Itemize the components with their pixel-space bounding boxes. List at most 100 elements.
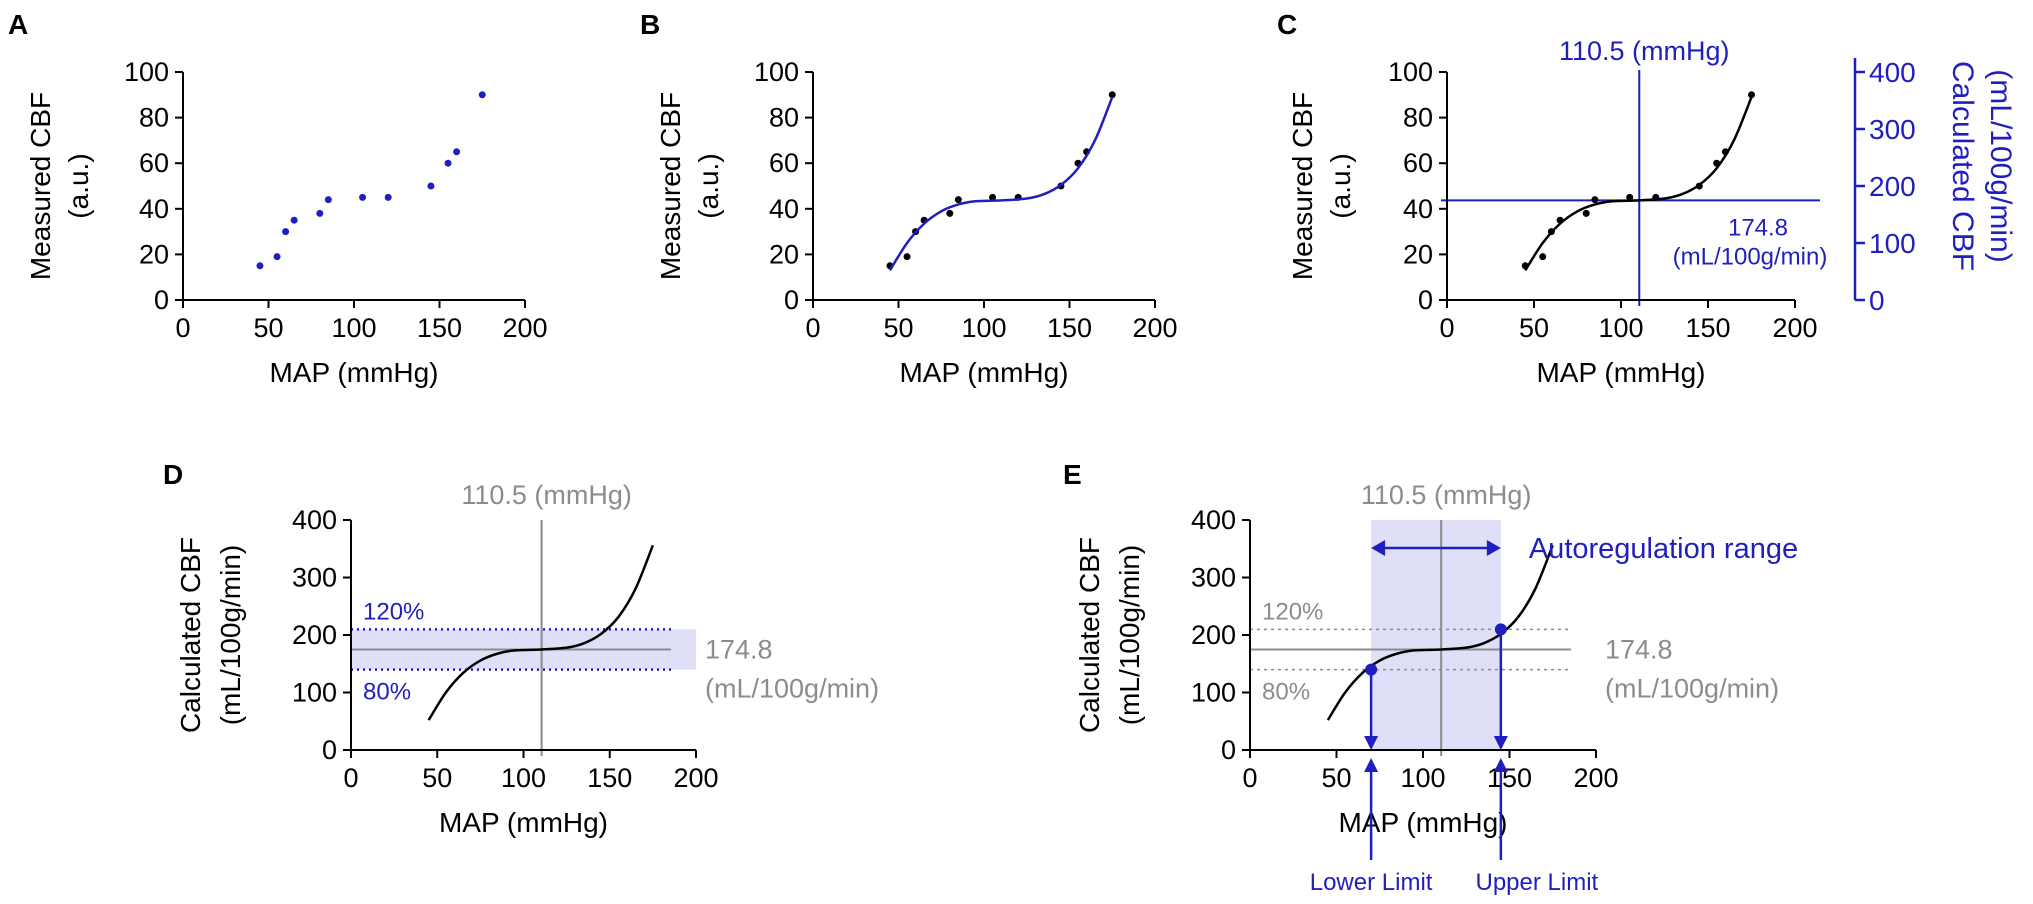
y-axis-title-line1: Measured CBF bbox=[1287, 92, 1318, 280]
hline-label-unit: (mL/100g/min) bbox=[1673, 243, 1828, 270]
x-tick-label: 50 bbox=[1321, 763, 1351, 793]
panel-b-plot: 0 50 100 150 200 0 20 40 60 80 100 MAP (mmHg) Measur… bbox=[655, 57, 1178, 388]
hline-label-value: 174.8 bbox=[1605, 634, 1673, 664]
band-label-80: 80% bbox=[1262, 679, 1310, 706]
x-axis-title: MAP (mmHg) bbox=[439, 807, 608, 838]
x-tick-label: 50 bbox=[883, 313, 913, 343]
band-label-120: 120% bbox=[363, 598, 424, 625]
data-point bbox=[946, 209, 954, 217]
y-axis-title-line2: (mL/100g/min) bbox=[1114, 545, 1145, 726]
data-point bbox=[453, 148, 461, 156]
vline-label: 110.5 (mmHg) bbox=[1361, 480, 1532, 510]
cbf-curve bbox=[427, 544, 655, 721]
x-tick-label: 200 bbox=[1573, 763, 1618, 793]
x-tick-label: 0 bbox=[805, 313, 820, 343]
x-axis-title: MAP (mmHg) bbox=[1338, 807, 1507, 838]
vline-label: 110.5 (mmHg) bbox=[461, 480, 632, 510]
x-tick-label: 0 bbox=[175, 313, 190, 343]
data-point bbox=[1591, 196, 1599, 204]
y-tick-label: 200 bbox=[292, 620, 337, 650]
data-point bbox=[1539, 253, 1547, 261]
panel-c-plot: 174.8(mL/100g/min)110.5 (mmHg)0 50 100 150 2… bbox=[1287, 36, 2017, 388]
y-tick-label: 0 bbox=[1221, 735, 1236, 765]
x-tick-label: 200 bbox=[1772, 313, 1817, 343]
y-tick-label: 60 bbox=[769, 148, 799, 178]
y-axis-title-line2: (a.u.) bbox=[63, 153, 94, 218]
y-tick-label: 20 bbox=[769, 239, 799, 269]
data-point bbox=[324, 196, 332, 204]
y-tick-label: 0 bbox=[322, 735, 337, 765]
data-point bbox=[256, 262, 264, 270]
range-arrow-right-head bbox=[1486, 540, 1501, 556]
panel-e-plot: 120% 80% 174.8 (mL/100g/min) 110.5 (mmHg) 0 50… bbox=[1074, 480, 1798, 896]
panel-a-letter: A bbox=[8, 9, 28, 40]
data-point bbox=[1108, 91, 1116, 99]
panel-a: A 0 50 100 150 200 0 20 40 60 80 100 MAP (mmHg) Meas… bbox=[8, 9, 548, 388]
panel-c-letter: C bbox=[1277, 9, 1297, 40]
y-tick-label: 100 bbox=[1191, 678, 1236, 708]
x-tick-label: 50 bbox=[422, 763, 452, 793]
data-point bbox=[290, 216, 298, 224]
right-y-axis-title-line2: (mL/100g/min) bbox=[1984, 69, 2017, 262]
x-tick-label: 100 bbox=[1598, 313, 1643, 343]
y-axis-title-line1: Calculated CBF bbox=[175, 537, 206, 733]
y-tick-label: 200 bbox=[1191, 620, 1236, 650]
data-point bbox=[989, 193, 997, 201]
data-point bbox=[1626, 193, 1634, 201]
lower-limit-label: Lower Limit bbox=[1310, 869, 1433, 896]
panel-b: B 0 50 100 150 200 0 20 40 60 80 100 MAP (mmHg) Meas… bbox=[640, 9, 1178, 388]
right-y-tick-label: 100 bbox=[1869, 228, 1916, 259]
x-axis-title: MAP (mmHg) bbox=[899, 357, 1068, 388]
panel-b-letter: B bbox=[640, 9, 660, 40]
y-tick-label: 60 bbox=[1403, 148, 1433, 178]
x-tick-label: 150 bbox=[1047, 313, 1092, 343]
data-point bbox=[478, 91, 486, 99]
hline-label-unit: (mL/100g/min) bbox=[705, 673, 879, 703]
data-point bbox=[954, 196, 962, 204]
panel-d: D 120% 80% 174.8 (mL/100g/min) 110.5 (mmHg) 0… bbox=[163, 459, 879, 838]
panel-d-letter: D bbox=[163, 459, 183, 490]
x-tick-label: 0 bbox=[1242, 763, 1257, 793]
limit-point bbox=[1494, 623, 1507, 636]
y-tick-label: 80 bbox=[769, 103, 799, 133]
panel-c: C 174.8(mL/100g/min)110.5 (mmHg)0 50 100 15… bbox=[1277, 9, 2017, 388]
data-point bbox=[1582, 209, 1590, 217]
y-axis-title-line2: (a.u.) bbox=[693, 153, 724, 218]
data-point bbox=[427, 182, 435, 190]
cbf-curve bbox=[1326, 544, 1554, 721]
x-axis-title: MAP (mmHg) bbox=[1536, 357, 1705, 388]
panel-a-plot: 0 50 100 150 200 0 20 40 60 80 100 MAP (mmHg) Measur… bbox=[25, 57, 548, 388]
y-tick-label: 80 bbox=[1403, 103, 1433, 133]
x-axis-title: MAP (mmHg) bbox=[269, 357, 438, 388]
x-tick-label: 0 bbox=[343, 763, 358, 793]
y-tick-label: 0 bbox=[784, 285, 799, 315]
y-axis-title-line2: (a.u.) bbox=[1325, 153, 1356, 218]
panel-e-letter: E bbox=[1063, 459, 1082, 490]
hline-label-value: 174.8 bbox=[705, 634, 773, 664]
y-tick-label: 100 bbox=[1388, 57, 1433, 87]
right-y-axis-title-line1: Calculated CBF bbox=[1946, 61, 1979, 271]
y-tick-label: 40 bbox=[1403, 194, 1433, 224]
data-point bbox=[316, 209, 324, 217]
hline-label-value: 174.8 bbox=[1728, 214, 1788, 241]
data-point bbox=[282, 228, 290, 236]
data-point bbox=[1748, 91, 1755, 99]
right-y-tick-label: 300 bbox=[1869, 114, 1916, 145]
y-axis-title-line1: Measured CBF bbox=[25, 92, 56, 280]
band-label-120: 120% bbox=[1262, 598, 1323, 625]
y-tick-label: 40 bbox=[139, 194, 169, 224]
data-point bbox=[384, 193, 392, 201]
right-y-tick-label: 400 bbox=[1869, 57, 1916, 88]
y-tick-label: 0 bbox=[154, 285, 169, 315]
y-tick-label: 80 bbox=[139, 103, 169, 133]
autoregulation-range-shade bbox=[1371, 520, 1501, 750]
limit-drop-arrowhead bbox=[1364, 736, 1379, 750]
y-tick-label: 0 bbox=[1418, 285, 1433, 315]
x-tick-label: 200 bbox=[1132, 313, 1177, 343]
right-y-tick-label: 0 bbox=[1869, 285, 1885, 316]
x-tick-label: 150 bbox=[1487, 763, 1532, 793]
band-label-80: 80% bbox=[363, 679, 411, 706]
limit-rise-arrowhead bbox=[1364, 758, 1379, 772]
y-tick-label: 20 bbox=[139, 239, 169, 269]
